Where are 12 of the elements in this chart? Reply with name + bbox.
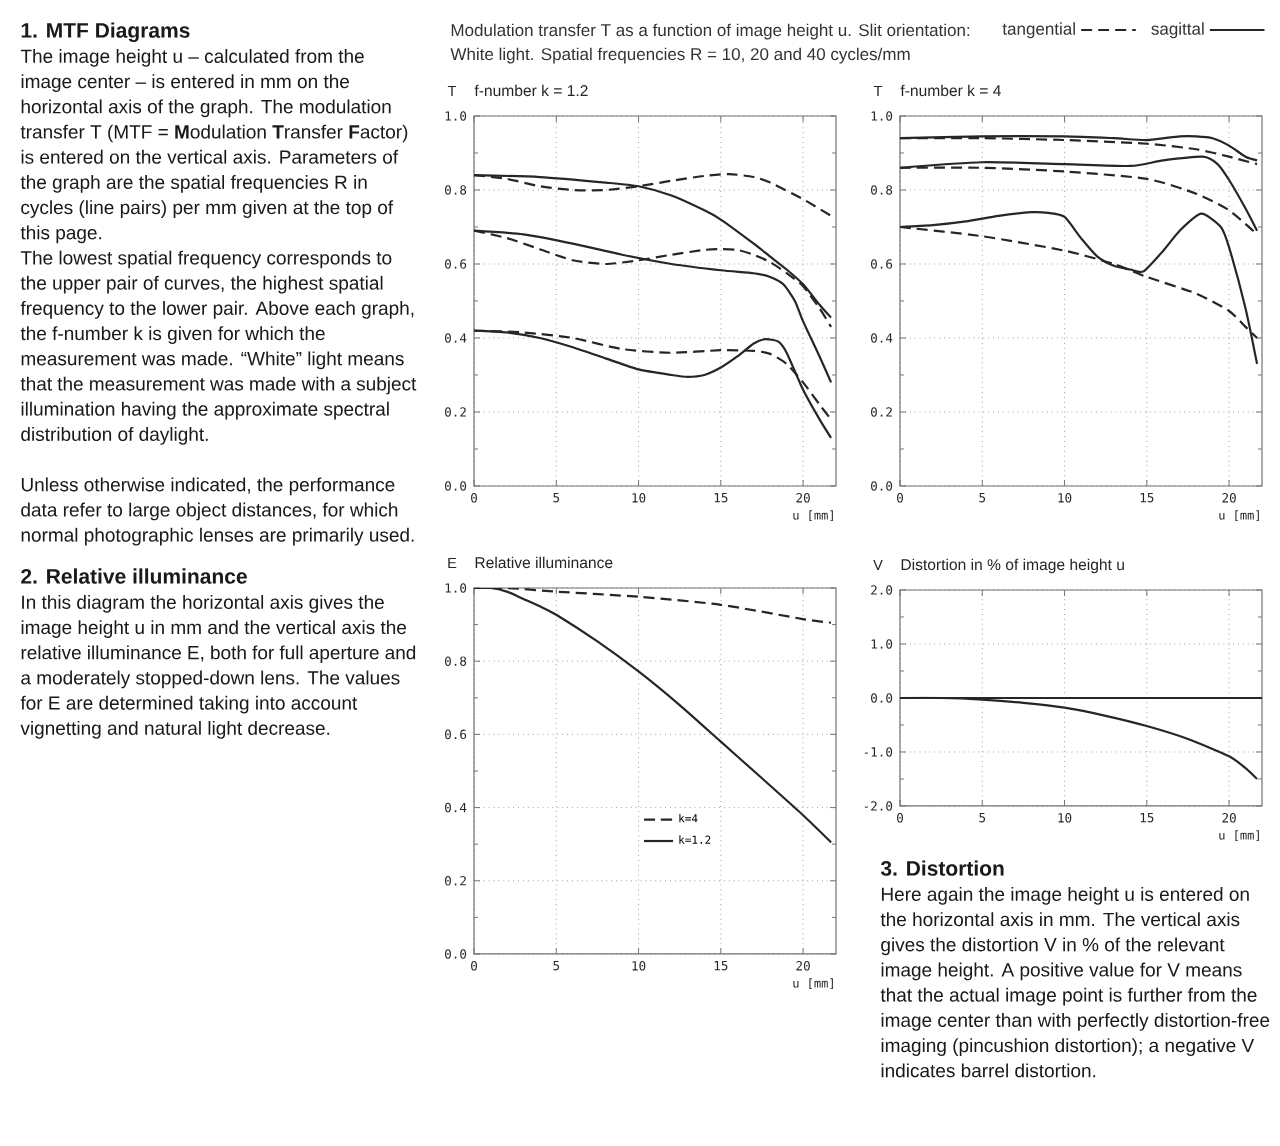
text: White light. Spatial frequencies R = 10, 20 and 40 cycles/mm [450,47,910,64]
text: Here again the image height u is entered on the horizontal axis in mm. The vertical axis gives the distortion V in % of the relevant image height. A positive value for V means that the actual image point is further from the image center than with perfectly distortion-free imaging (pincushion distortion); a negative V indicates barrel distortion. [880,887,1270,1078]
legend-label: tangential [1002,22,1075,39]
text: In this diagram the horizontal axis gives the image height u in mm and the vertical axis the relative illuminance E, both for full aperture and a moderately stopped-down lens. The values for E are determined taking into account vignetting and natural light decrease. [20,594,416,739]
text: The image height u – calculated from the image center – is entered in mm on the horizontal axis of the graph. The modulation transfer T (MTF = Modulation Transfer Factor) is entered on the vertical axis. Parameters of the graph are the spatial frequencies R in cycles (line pairs) per mm given at the top of this page. [20,49,408,244]
legend-label: sagittal [1151,22,1204,39]
text: Modulation transfer T as a function of image height u. Slit orientation: [451,23,970,40]
text: The lowest spatial frequency corresponds to the upper pair of curves, the highest spatial frequency to the lower pair. Above each graph, the f-number k is given for which the measurement was made. “White” light means that the measurement was made with a subject illumination having the approximate spectral distribution of daylight. [20,250,417,445]
text: 1. MTF Diagrams [21,22,190,43]
text: 2. Relative illuminance [21,568,247,584]
text: Unless otherwise indicated, the performance data refer to large object distances, for which normal photographic lenses are primarily used. [21,477,414,546]
text: 3. Distortion [880,860,1004,876]
